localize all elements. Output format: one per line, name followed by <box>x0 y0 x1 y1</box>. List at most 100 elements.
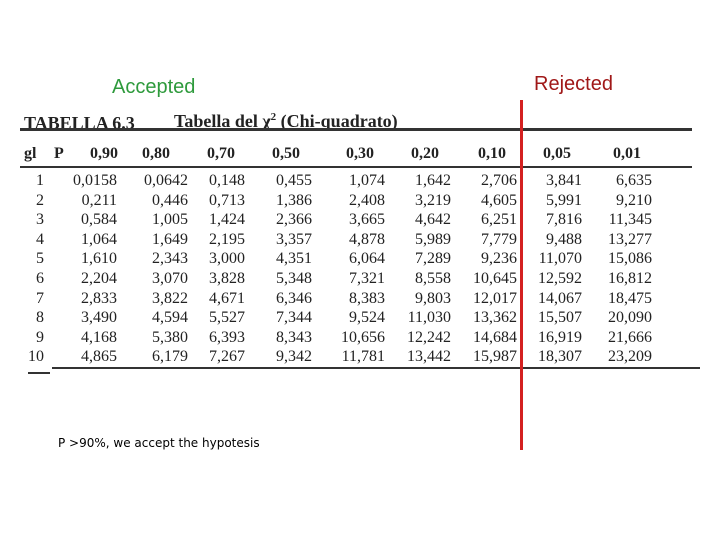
title-paren: (Chi-quadrato) <box>280 111 398 131</box>
bottom-rule <box>52 367 700 369</box>
table-cell: 0,713 <box>209 191 245 209</box>
column-header: 0,10 <box>478 145 506 162</box>
table-cell: 0,211 <box>81 191 117 209</box>
table-cell: 7,816 <box>546 211 582 229</box>
gl-header: gl <box>24 145 37 162</box>
table-cell: 7,267 <box>209 348 245 366</box>
title-sup: 2 <box>270 111 277 123</box>
table-cell: 2,833 <box>81 289 117 307</box>
table-cell: 3,841 <box>546 172 582 189</box>
table-cell: 5,991 <box>546 191 582 209</box>
table-cell: 13,277 <box>608 230 652 248</box>
table-cell: 8,343 <box>276 328 312 346</box>
table-cell: 2,408 <box>349 191 385 209</box>
column-header: 0,01 <box>613 145 641 162</box>
table-cell: 14,684 <box>473 328 517 346</box>
top-rule <box>20 128 692 131</box>
table-cell: 0,455 <box>276 172 312 189</box>
table-cell: 4,671 <box>209 289 245 307</box>
table-cell: 0,0158 <box>73 172 117 189</box>
table-cell: 0,148 <box>209 172 245 189</box>
table-cell: 2,366 <box>276 211 312 229</box>
footnote: P >90%, we accept the hypotesis <box>58 436 260 450</box>
column-header: 0,50 <box>272 145 300 162</box>
table-cell: 1,424 <box>209 211 245 229</box>
column-header: 0,80 <box>142 145 170 162</box>
rejected-label: Rejected <box>534 73 613 95</box>
accepted-label: Accepted <box>112 76 196 98</box>
table-cell: 15,086 <box>608 250 652 268</box>
table-number: TABELLA 6.3 <box>24 113 135 133</box>
table-cell: 3,665 <box>349 211 385 229</box>
row-gl: 1 <box>36 172 44 189</box>
table-cell: 4,594 <box>152 309 188 327</box>
table-cell: 0,584 <box>81 211 117 229</box>
table-cell: 20,090 <box>608 309 652 327</box>
table-cell: 7,779 <box>481 230 517 248</box>
table-cell: 6,346 <box>276 289 312 307</box>
row-gl: 2 <box>36 191 44 209</box>
table-cell: 1,610 <box>81 250 117 268</box>
table-cell: 0,446 <box>152 191 188 209</box>
table-cell: 3,070 <box>152 270 188 287</box>
table-cell: 16,812 <box>608 270 652 287</box>
table-cell: 10,656 <box>341 328 385 346</box>
row-gl: 10 <box>28 348 44 366</box>
table-cell: 12,592 <box>538 270 582 287</box>
row-gl: 8 <box>36 309 44 327</box>
column-header: 0,90 <box>90 145 118 162</box>
table-cell: 9,488 <box>546 230 582 248</box>
table-cell: 5,527 <box>209 309 245 327</box>
column-header: 0,30 <box>346 145 374 162</box>
table-cell: 3,000 <box>209 250 245 268</box>
table-cell: 5,348 <box>276 270 312 287</box>
table-cell: 8,383 <box>349 289 385 307</box>
table-cell: 1,649 <box>152 230 188 248</box>
table-cell: 3,219 <box>415 191 451 209</box>
table-cell: 21,666 <box>608 328 652 346</box>
table-cell: 12,017 <box>473 289 517 307</box>
table-cell: 6,393 <box>209 328 245 346</box>
table-cell: 12,242 <box>407 328 451 346</box>
table-cell: 10,645 <box>473 270 517 287</box>
row-gl: 4 <box>36 230 44 248</box>
table-cell: 5,380 <box>152 328 188 346</box>
table-cell: 9,803 <box>415 289 451 307</box>
table-cell: 9,524 <box>349 309 385 327</box>
p-header: P <box>54 145 64 162</box>
table-cell: 1,064 <box>81 230 117 248</box>
table-cell: 1,386 <box>276 191 312 209</box>
table-cell: 1,642 <box>415 172 451 189</box>
threshold-line <box>520 100 523 450</box>
table-cell: 13,362 <box>473 309 517 327</box>
table-cell: 4,878 <box>349 230 385 248</box>
row-gl: 3 <box>36 211 44 229</box>
table-cell: 1,005 <box>152 211 188 229</box>
table-cell: 18,475 <box>608 289 652 307</box>
table-cell: 9,236 <box>481 250 517 268</box>
row-gl: 5 <box>36 250 44 268</box>
table-cell: 11,070 <box>538 250 582 268</box>
row-gl: 7 <box>36 289 44 307</box>
table-cell: 15,987 <box>473 348 517 366</box>
table-cell: 15,507 <box>538 309 582 327</box>
table-cell: 4,865 <box>81 348 117 366</box>
row-gl: 9 <box>36 328 44 346</box>
table-cell: 18,307 <box>538 348 582 366</box>
table-cell: 7,344 <box>276 309 312 327</box>
column-header: 0,20 <box>411 145 439 162</box>
table-cell: 4,605 <box>481 191 517 209</box>
table-cell: 3,357 <box>276 230 312 248</box>
table-cell: 2,204 <box>81 270 117 287</box>
column-header: 0,05 <box>543 145 571 162</box>
table-cell: 11,781 <box>341 348 385 366</box>
table-cell: 6,251 <box>481 211 517 229</box>
table-title: Tabella del χ2 (Chi-quadrato) <box>174 111 398 131</box>
table-cell: 5,989 <box>415 230 451 248</box>
title-text: Tabella del χ <box>174 111 271 131</box>
table-cell: 11,345 <box>608 211 652 229</box>
table-cell: 1,074 <box>349 172 385 189</box>
table-cell: 0,0642 <box>144 172 188 189</box>
table-cell: 3,490 <box>81 309 117 327</box>
